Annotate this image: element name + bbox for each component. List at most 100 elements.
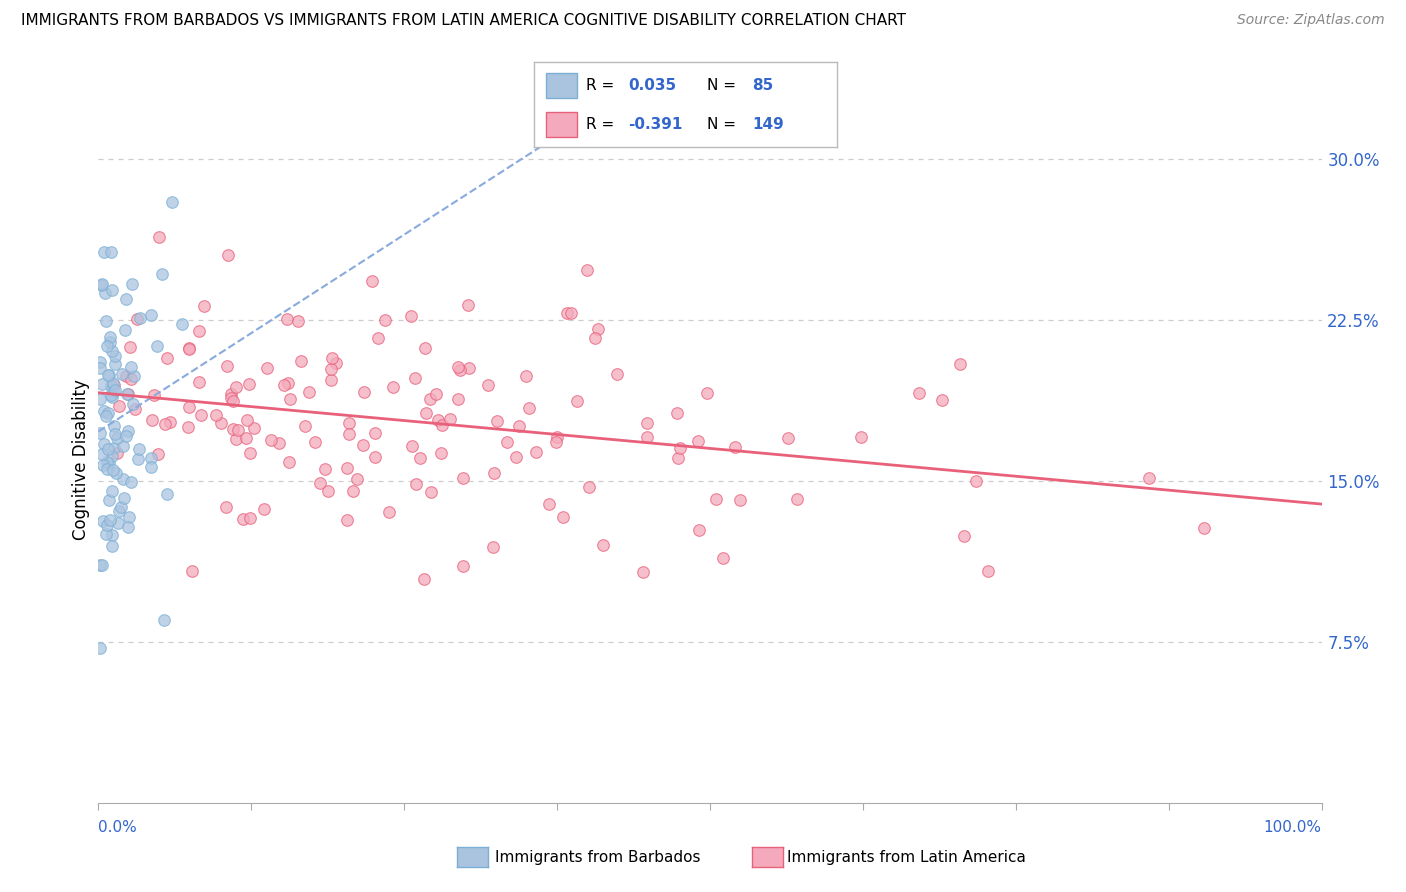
Point bbox=[107, 516, 129, 531]
Point bbox=[786, 491, 808, 506]
Point bbox=[90, 277, 112, 292]
Point bbox=[636, 417, 658, 431]
Point bbox=[115, 292, 138, 306]
Point bbox=[193, 299, 215, 313]
Point bbox=[96, 517, 118, 532]
Point bbox=[96, 455, 118, 469]
Point bbox=[415, 406, 437, 420]
Point bbox=[103, 385, 125, 400]
Point bbox=[696, 386, 718, 401]
Point bbox=[381, 379, 404, 393]
Point bbox=[117, 519, 139, 533]
Text: 0.035: 0.035 bbox=[628, 78, 676, 93]
Point bbox=[100, 528, 122, 542]
Point bbox=[360, 274, 382, 288]
Point bbox=[150, 267, 173, 281]
Point bbox=[298, 385, 321, 400]
Point bbox=[294, 419, 316, 434]
Point bbox=[107, 504, 129, 518]
Point bbox=[103, 378, 125, 392]
Point bbox=[260, 434, 283, 448]
Point bbox=[101, 376, 124, 391]
Point bbox=[636, 430, 658, 444]
Point bbox=[89, 558, 111, 572]
Point bbox=[156, 487, 179, 501]
Point bbox=[977, 564, 1000, 578]
Point bbox=[188, 325, 211, 339]
Point bbox=[277, 455, 299, 469]
Point bbox=[374, 313, 396, 327]
Point bbox=[276, 312, 298, 326]
Point bbox=[277, 376, 299, 390]
Point bbox=[179, 342, 201, 356]
Point bbox=[114, 428, 136, 442]
Point bbox=[537, 498, 560, 512]
Point bbox=[139, 460, 162, 475]
Point bbox=[107, 400, 129, 414]
Point bbox=[177, 341, 200, 355]
Point bbox=[451, 559, 474, 574]
Point bbox=[413, 341, 436, 355]
Point bbox=[98, 456, 121, 470]
Point bbox=[447, 360, 470, 375]
Point bbox=[426, 413, 449, 427]
Text: R =: R = bbox=[586, 78, 619, 93]
Point bbox=[346, 472, 368, 486]
Point bbox=[101, 390, 124, 404]
Point bbox=[96, 409, 118, 423]
Point bbox=[110, 500, 132, 514]
Point bbox=[401, 438, 423, 452]
Point bbox=[94, 526, 117, 541]
Text: 149: 149 bbox=[752, 117, 783, 132]
Point bbox=[447, 392, 470, 406]
Point bbox=[551, 509, 574, 524]
Point bbox=[101, 484, 124, 499]
Point bbox=[94, 313, 117, 327]
Point bbox=[704, 492, 727, 507]
Point bbox=[451, 471, 474, 485]
Point bbox=[239, 446, 262, 460]
Point bbox=[419, 484, 441, 499]
Point bbox=[449, 363, 471, 377]
Point bbox=[111, 438, 134, 452]
Point bbox=[217, 248, 239, 262]
Point bbox=[238, 377, 260, 392]
Text: Immigrants from Barbados: Immigrants from Barbados bbox=[495, 850, 700, 864]
Point bbox=[100, 344, 122, 359]
Point bbox=[93, 437, 115, 451]
Point bbox=[94, 285, 117, 300]
Point bbox=[953, 529, 976, 543]
Point bbox=[112, 472, 135, 486]
Point bbox=[730, 492, 752, 507]
Point bbox=[214, 500, 236, 515]
Point bbox=[482, 540, 505, 554]
Point bbox=[239, 510, 262, 524]
Point bbox=[484, 466, 506, 480]
Point bbox=[555, 306, 578, 320]
Point bbox=[122, 369, 145, 384]
Point bbox=[97, 368, 120, 382]
Point bbox=[100, 378, 122, 392]
Point bbox=[100, 283, 122, 297]
Point bbox=[156, 351, 179, 366]
Point bbox=[89, 355, 111, 369]
Point bbox=[711, 550, 734, 565]
Text: N =: N = bbox=[707, 78, 741, 93]
Point bbox=[120, 340, 142, 354]
Point bbox=[104, 384, 127, 398]
Point bbox=[105, 446, 128, 460]
Text: -0.391: -0.391 bbox=[628, 117, 682, 132]
Point bbox=[235, 431, 257, 445]
Point bbox=[96, 462, 118, 476]
Point bbox=[111, 367, 134, 381]
Point bbox=[547, 430, 569, 444]
Text: IMMIGRANTS FROM BARBADOS VS IMMIGRANTS FROM LATIN AMERICA COGNITIVE DISABILITY C: IMMIGRANTS FROM BARBADOS VS IMMIGRANTS F… bbox=[21, 13, 905, 29]
Point bbox=[412, 572, 434, 586]
Point bbox=[508, 419, 530, 434]
Point bbox=[377, 505, 399, 519]
Point bbox=[243, 421, 266, 435]
Point bbox=[439, 411, 461, 425]
Point bbox=[505, 450, 527, 464]
Point bbox=[724, 440, 747, 454]
Point bbox=[114, 323, 136, 337]
